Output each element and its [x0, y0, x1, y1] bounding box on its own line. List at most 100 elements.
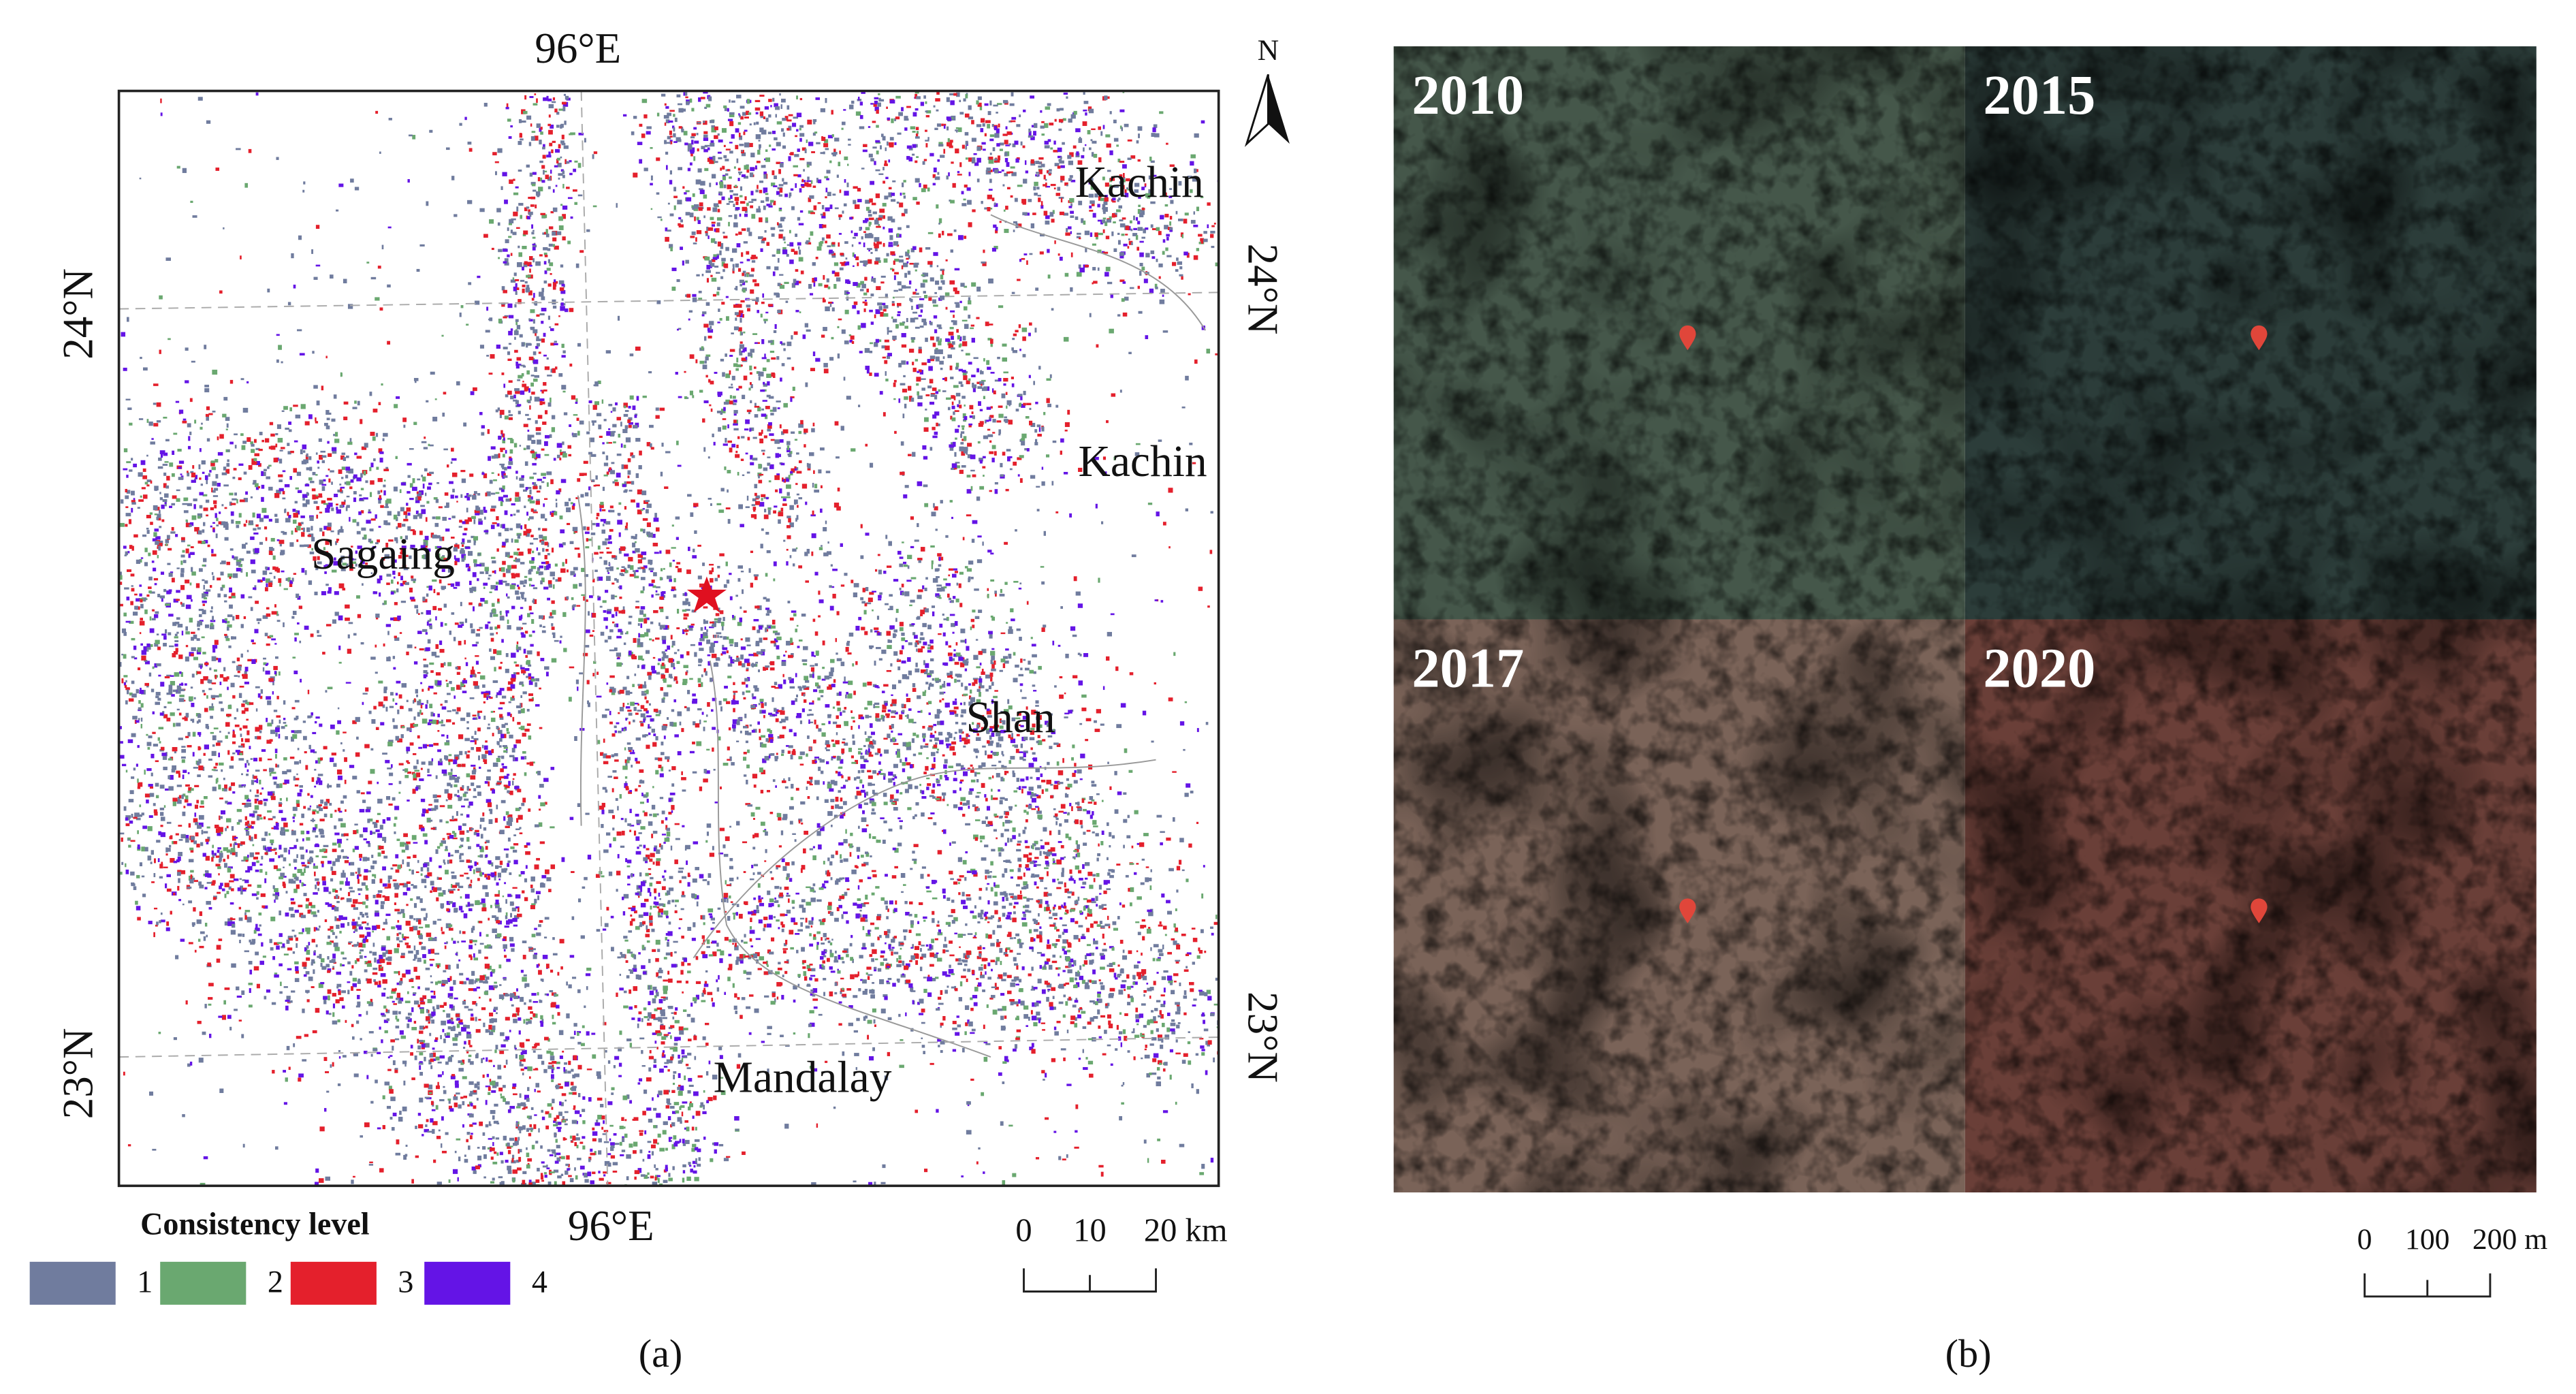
speckle [461, 940, 466, 942]
speckle [960, 797, 966, 802]
speckle [769, 433, 774, 437]
speckle [730, 195, 733, 200]
speckle [473, 1105, 477, 1109]
speckle [144, 548, 148, 552]
speckle [325, 355, 328, 359]
speckle [454, 832, 457, 838]
speckle [648, 1118, 653, 1123]
speckle [981, 379, 986, 382]
speckle [423, 1026, 426, 1030]
speckle [586, 986, 588, 990]
speckle [547, 402, 552, 407]
speckle [499, 409, 505, 415]
speckle [382, 753, 387, 755]
speckle [936, 575, 940, 578]
speckle [464, 791, 468, 794]
speckle [434, 953, 440, 955]
speckle [1132, 981, 1138, 985]
speckle [390, 692, 394, 696]
speckle [826, 178, 829, 180]
speckle [733, 419, 737, 424]
speckle [240, 433, 244, 437]
speckle [1045, 215, 1050, 219]
speckle [1030, 223, 1035, 229]
speckle [752, 846, 756, 850]
speckle [511, 907, 517, 912]
speckle [964, 668, 968, 671]
speckle [1154, 283, 1158, 288]
speckle [270, 729, 276, 734]
speckle [541, 307, 547, 312]
speckle [148, 1091, 154, 1096]
speckle [979, 486, 985, 490]
speckle [582, 1145, 586, 1150]
speckle [899, 627, 904, 631]
speckle [131, 656, 135, 659]
speckle [923, 641, 927, 646]
speckle [473, 1170, 477, 1174]
speckle [791, 468, 795, 473]
speckle [927, 874, 930, 877]
speckle [708, 913, 712, 916]
speckle [334, 591, 339, 595]
speckle [544, 565, 547, 571]
speckle [1004, 157, 1008, 163]
speckle [489, 1079, 492, 1083]
speckle [749, 372, 752, 375]
speckle [437, 730, 440, 732]
speckle [499, 984, 502, 986]
speckle [929, 682, 932, 685]
speckle [618, 548, 622, 550]
speckle [539, 624, 542, 627]
speckle [544, 666, 550, 670]
speckle [957, 404, 959, 407]
speckle [720, 1090, 726, 1095]
speckle [1107, 872, 1111, 876]
speckle [304, 866, 309, 868]
speckle [685, 190, 690, 193]
speckle [927, 948, 932, 951]
speckle [887, 977, 892, 981]
speckle [1041, 1070, 1045, 1074]
speckle [539, 784, 544, 788]
speckle [563, 145, 569, 149]
speckle [750, 455, 753, 460]
speckle [767, 507, 772, 510]
speckle [818, 844, 822, 850]
speckle [488, 1138, 492, 1140]
speckle [853, 236, 856, 239]
speckle [590, 437, 594, 443]
speckle [897, 733, 903, 735]
speckle [531, 298, 535, 301]
speckle [298, 522, 302, 526]
speckle [891, 730, 893, 733]
speckle [791, 917, 795, 923]
speckle [761, 703, 764, 708]
speckle [1003, 951, 1008, 955]
speckle [280, 872, 285, 877]
speckle [758, 206, 761, 209]
speckle [225, 428, 228, 430]
speckle [861, 627, 865, 631]
speckle [637, 703, 639, 706]
speckle [1131, 242, 1133, 246]
speckle [685, 609, 690, 612]
speckle [1150, 160, 1155, 163]
speckle [611, 814, 616, 819]
speckle [409, 555, 412, 559]
speckle [402, 937, 406, 940]
speckle [125, 687, 130, 691]
speckle [510, 125, 513, 128]
speckle [1002, 778, 1005, 782]
speckle [402, 1060, 407, 1064]
speckle [522, 797, 526, 803]
speckle [932, 343, 936, 347]
speckle [402, 913, 405, 918]
speckle [193, 818, 198, 823]
speckle [742, 474, 745, 477]
speckle [530, 644, 534, 647]
speckle [1085, 739, 1089, 742]
speckle [953, 287, 957, 291]
speckle [273, 847, 277, 851]
speckle [971, 411, 974, 415]
